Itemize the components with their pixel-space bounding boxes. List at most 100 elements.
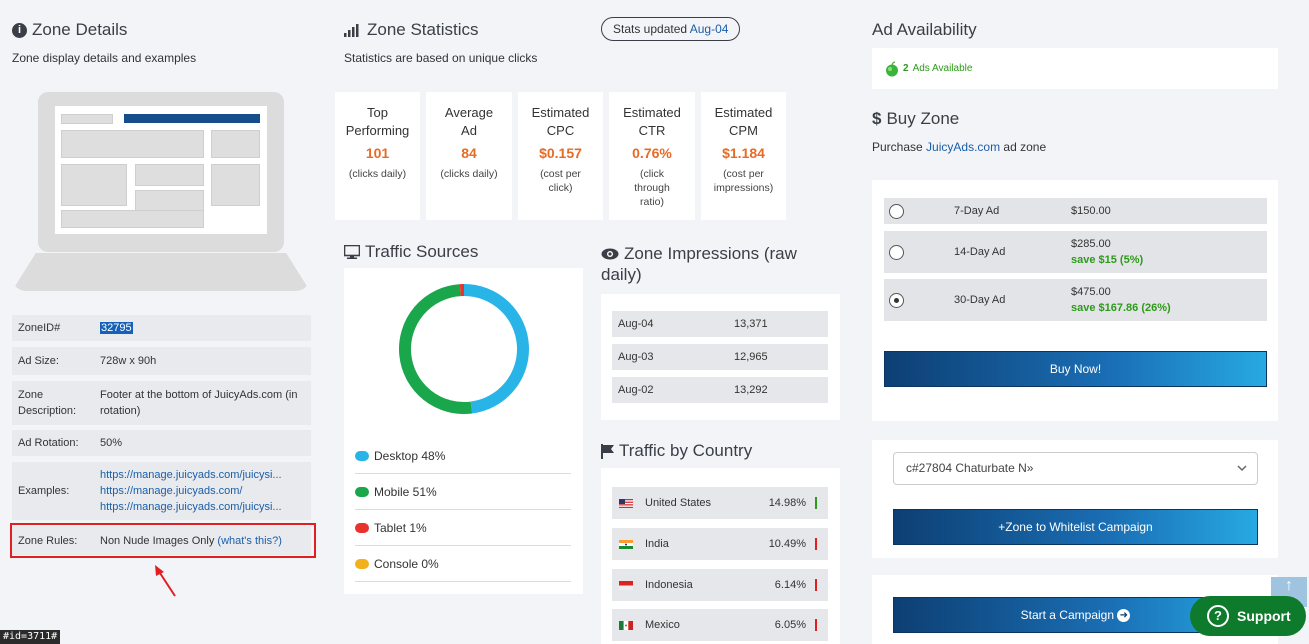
stat-card-title: Top [367, 105, 388, 120]
impression-row: Aug-02 13,292 [612, 377, 828, 403]
traffic-sources-heading: Traffic Sources [344, 242, 478, 262]
buy-zone-heading: $ Buy Zone [872, 109, 959, 129]
zone-details-title: Zone Details [32, 20, 128, 39]
stat-card-note: (click [640, 168, 664, 180]
ad-availability-panel: 2 Ads Available [872, 48, 1278, 89]
support-label: Support [1237, 608, 1291, 624]
option-label: 7-Day Ad [954, 205, 1000, 217]
stat-card-top-performing: Top Performing 101 (clicks daily) [335, 92, 420, 220]
country-name: United States [645, 497, 712, 509]
legend-label: Mobile 51% [374, 484, 437, 499]
buy-zone-sub-prefix: Purchase [872, 140, 923, 154]
zone-statistics-heading: Zone Statistics [344, 20, 479, 40]
traffic-by-country-title: Traffic by Country [619, 441, 753, 460]
campaign-select-value: c#27804 Chaturbate N» [906, 461, 1034, 475]
red-arrow-annotation [155, 565, 176, 597]
zone-details-heading: i Zone Details [12, 20, 127, 40]
stat-card-note: through [634, 182, 670, 194]
buy-zone-title: Buy Zone [886, 109, 960, 128]
buy-now-button[interactable]: Buy Now! [884, 351, 1267, 387]
traffic-sources-panel [344, 268, 583, 594]
legend-swatch [355, 522, 369, 533]
ads-available-count: 2 [903, 63, 909, 74]
trend-indicator [815, 619, 817, 631]
stat-card-title: Ad [461, 123, 477, 138]
impression-value: 13,292 [734, 384, 768, 396]
dollar-icon: $ [872, 109, 882, 128]
monitor-icon [344, 245, 360, 259]
juicyads-link[interactable]: JuicyAds.com [926, 140, 1001, 154]
impression-date: Aug-03 [618, 351, 654, 363]
donut-slice [463, 284, 529, 414]
ad-rotation-value: 50% [100, 437, 123, 449]
arrow-circle-right-icon: ➜ [1117, 609, 1131, 623]
chevron-down-icon [1237, 465, 1247, 472]
impression-value: 13,371 [734, 318, 768, 330]
country-row: Indonesia 6.14% [612, 569, 828, 601]
impression-row: Aug-03 12,965 [612, 344, 828, 370]
radio-button[interactable] [889, 244, 904, 260]
zone-description-label: Zone Description: [18, 389, 77, 417]
zone-id-row: ZoneID# 32795 [12, 315, 311, 341]
ad-rotation-label: Ad Rotation: [18, 437, 79, 449]
option-savings: save $167.86 (26%) [1071, 302, 1171, 314]
stat-card-note: click) [548, 182, 573, 194]
option-14-day[interactable]: 14-Day Ad $285.00 save $15 (5%) [884, 231, 1267, 273]
option-savings: save $15 (5%) [1071, 254, 1144, 266]
option-7-day[interactable]: 7-Day Ad $150.00 [884, 198, 1267, 224]
option-price: $150.00 [1071, 205, 1111, 217]
zone-impressions-heading: Zone Impressions (raw [601, 242, 797, 265]
flag-icon [601, 443, 614, 459]
option-label: 30-Day Ad [954, 294, 1006, 306]
example-link[interactable]: https://manage.juicyads.com/juicysi... [100, 469, 282, 481]
example-link[interactable]: https://manage.juicyads.com/ [100, 485, 243, 497]
zone-id-label: ZoneID# [18, 322, 61, 334]
radio-button[interactable] [889, 203, 904, 219]
legend-label: Console 0% [374, 556, 439, 571]
stat-card-title: Estimated [531, 105, 590, 120]
campaign-select[interactable]: c#27804 Chaturbate N» [893, 452, 1258, 485]
legend-swatch [355, 450, 369, 461]
stats-updated-badge: Stats updated Aug-04 [601, 17, 741, 41]
legend-swatch [355, 558, 369, 569]
whats-this-link[interactable]: (what's this?) [217, 534, 282, 547]
option-30-day[interactable]: 30-Day Ad $475.00 save $167.86 (26%) [884, 279, 1267, 321]
stat-card-title: CPC [546, 123, 575, 138]
stat-card-note: (clicks daily) [440, 168, 498, 180]
whitelist-campaign-button[interactable]: +Zone to Whitelist Campaign [893, 509, 1258, 545]
buy-zone-sub-suffix: ad zone [1003, 140, 1047, 154]
stat-card-title: CTR [638, 123, 666, 138]
legend-tablet: Tablet 1% [355, 510, 571, 546]
buy-zone-subtitle: Purchase JuicyAds.com ad zone [872, 140, 1046, 154]
stat-card-title: Performing [345, 123, 410, 138]
country-percent: 6.05% [774, 619, 806, 631]
stat-card-value: 0.76% [632, 145, 672, 161]
question-circle-icon: ? [1207, 605, 1229, 627]
zone-statistics-title: Zone Statistics [367, 20, 479, 39]
stats-updated-date: Aug-04 [689, 22, 729, 36]
traffic-sources-title: Traffic Sources [365, 242, 479, 261]
stat-card-title: Estimated [714, 105, 773, 120]
country-percent: 14.98% [768, 497, 806, 509]
eye-icon [601, 248, 619, 259]
donut-slice [399, 284, 473, 414]
examples-label: Examples: [18, 485, 70, 497]
ad-rotation-row: Ad Rotation: 50% [12, 430, 311, 456]
zone-details-subtitle: Zone display details and examples [12, 51, 197, 65]
legend-console: Console 0% [355, 546, 571, 582]
ad-availability-title: Ad Availability [872, 20, 977, 39]
stat-card-note: (clicks daily) [348, 168, 407, 180]
option-price: $475.00 [1071, 286, 1111, 298]
india-flag-icon [619, 539, 633, 549]
trend-indicator [815, 579, 817, 591]
stat-card-title: Estimated [623, 105, 681, 120]
signal-bars-icon [344, 24, 359, 37]
ads-available-label: Ads Available [912, 63, 973, 74]
stat-card-value: 101 [365, 145, 390, 161]
support-button[interactable]: ? Support [1190, 596, 1306, 636]
radio-button-selected[interactable] [889, 292, 904, 308]
legend-swatch [355, 486, 369, 497]
zone-statistics-subtitle: Statistics are based on unique clicks [344, 51, 538, 65]
zone-id-value[interactable]: 32795 [100, 322, 133, 334]
example-link[interactable]: https://manage.juicyads.com/juicysi... [100, 501, 282, 513]
